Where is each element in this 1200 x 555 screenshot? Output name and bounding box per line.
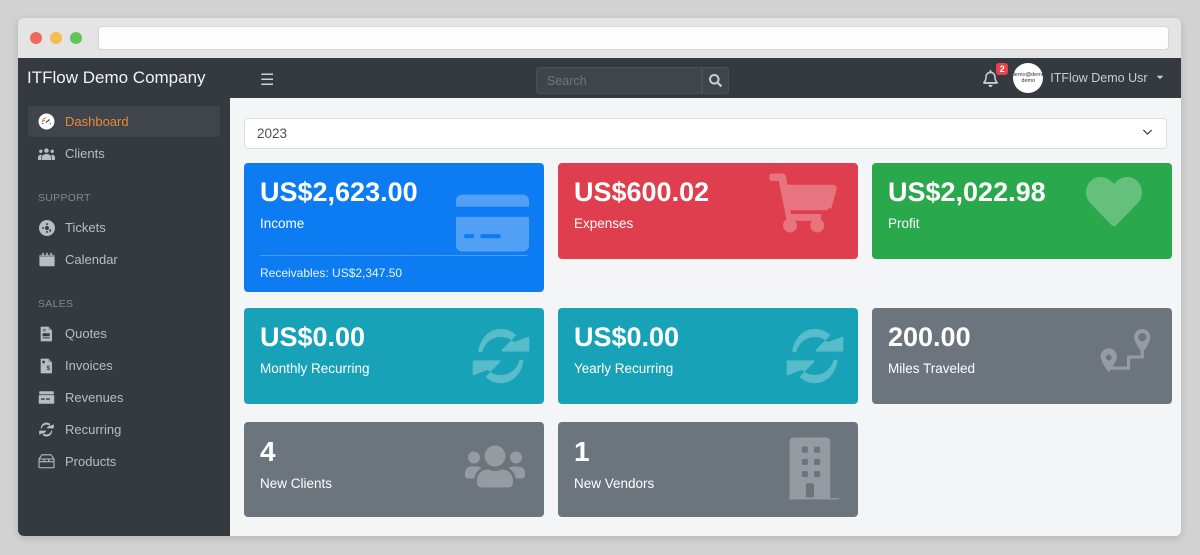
svg-text:$: $ [47,364,51,371]
